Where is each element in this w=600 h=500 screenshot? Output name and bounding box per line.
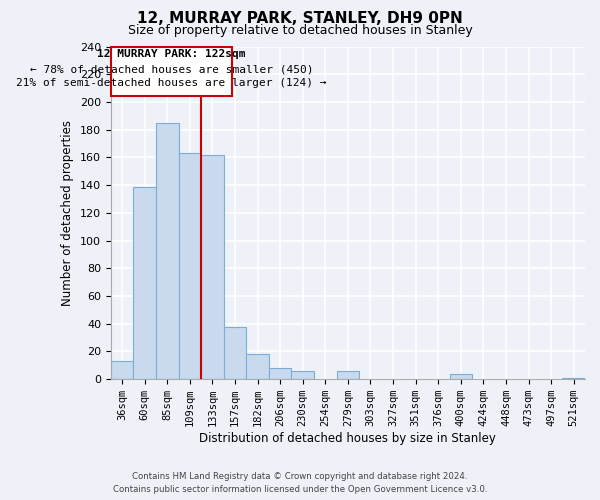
Y-axis label: Number of detached properties: Number of detached properties bbox=[61, 120, 74, 306]
FancyBboxPatch shape bbox=[111, 46, 232, 96]
Text: ← 78% of detached houses are smaller (450): ← 78% of detached houses are smaller (45… bbox=[29, 64, 313, 74]
Bar bbox=[562, 378, 585, 379]
Text: Contains HM Land Registry data © Crown copyright and database right 2024.
Contai: Contains HM Land Registry data © Crown c… bbox=[113, 472, 487, 494]
Bar bbox=[292, 371, 314, 379]
Bar bbox=[156, 122, 179, 379]
Text: 21% of semi-detached houses are larger (124) →: 21% of semi-detached houses are larger (… bbox=[16, 78, 326, 88]
Bar bbox=[201, 154, 224, 379]
Bar bbox=[246, 354, 269, 379]
Bar bbox=[269, 368, 292, 379]
Bar bbox=[111, 361, 133, 379]
Text: 12 MURRAY PARK: 122sqm: 12 MURRAY PARK: 122sqm bbox=[97, 50, 245, 59]
Bar bbox=[179, 153, 201, 379]
Text: 12, MURRAY PARK, STANLEY, DH9 0PN: 12, MURRAY PARK, STANLEY, DH9 0PN bbox=[137, 11, 463, 26]
Bar bbox=[224, 326, 246, 379]
Bar bbox=[133, 186, 156, 379]
Bar bbox=[449, 374, 472, 379]
X-axis label: Distribution of detached houses by size in Stanley: Distribution of detached houses by size … bbox=[199, 432, 496, 445]
Text: Size of property relative to detached houses in Stanley: Size of property relative to detached ho… bbox=[128, 24, 472, 37]
Bar bbox=[337, 371, 359, 379]
